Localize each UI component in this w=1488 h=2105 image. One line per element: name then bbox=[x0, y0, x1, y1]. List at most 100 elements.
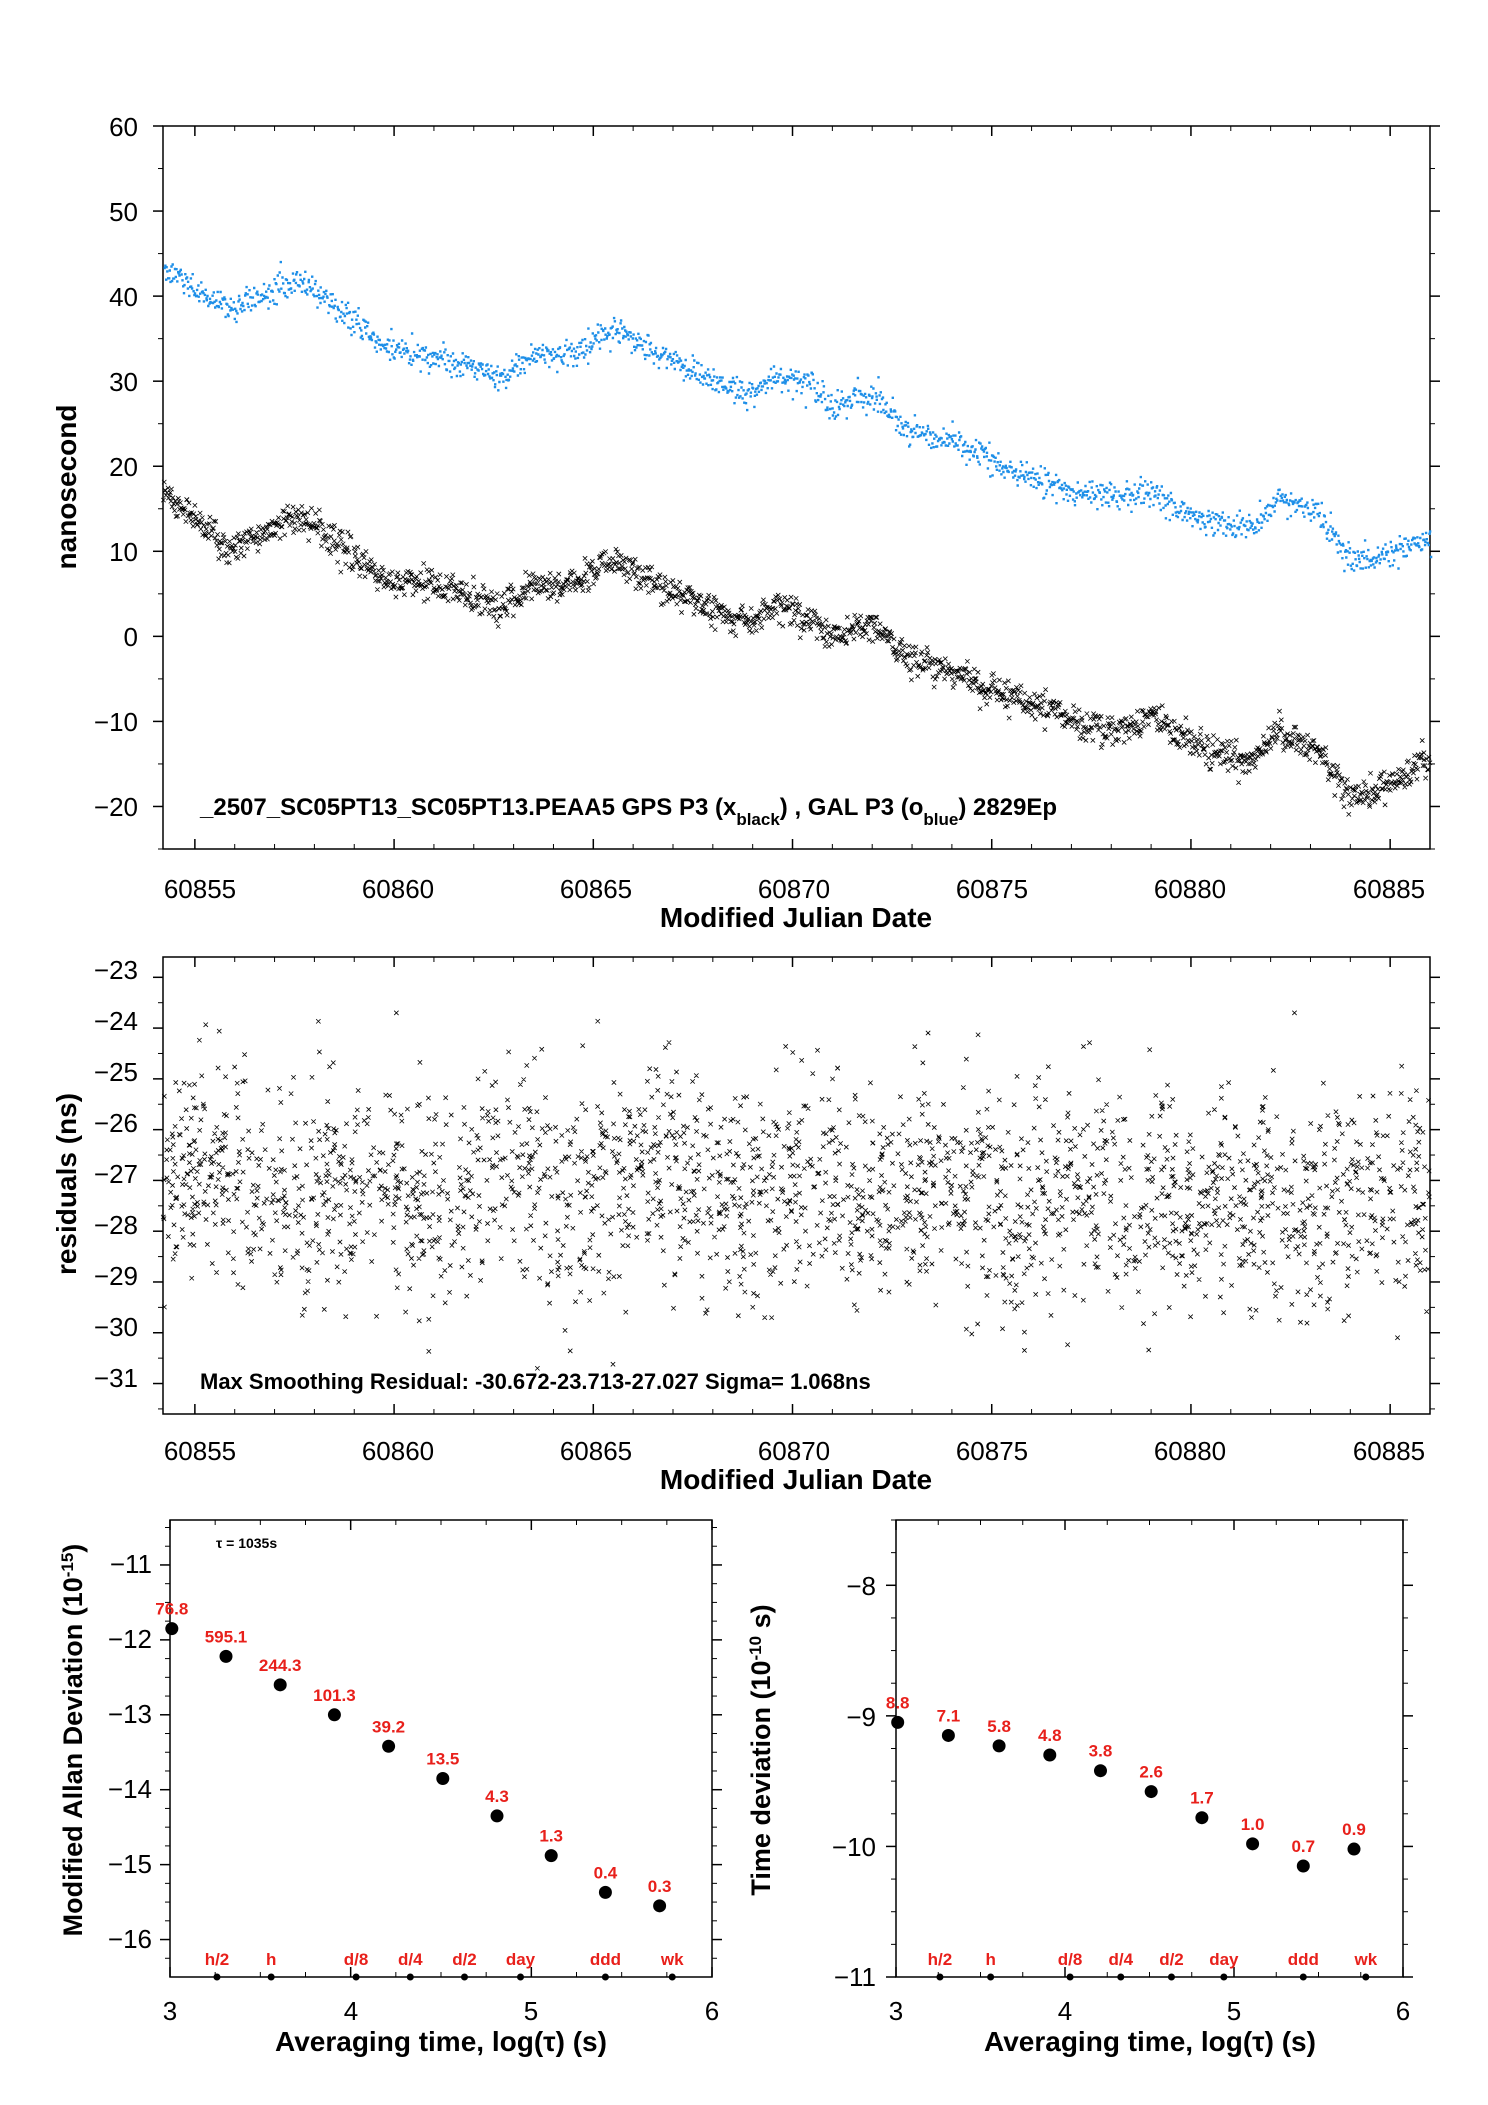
tdev-panel: 8.8 7.1 5.8 4.8 3.8 2.6 1.7 1.0 0.7 0.9 h/2 h d/8 d/4… bbox=[746, 1519, 1413, 2057]
residuals-y-axis-title: residuals (ns) bbox=[51, 1093, 82, 1275]
gal-blue-series bbox=[163, 260, 1433, 573]
tdev-y-axis-title: Time deviation (10-10 s) bbox=[746, 1604, 777, 1895]
y-tick-label: −15 bbox=[108, 1849, 152, 1879]
tdev-x-axis-title: Averaging time, log(τ) (s) bbox=[984, 2026, 1316, 2057]
x-tick-label: 60885 bbox=[1353, 1436, 1425, 1466]
x-tick-label: 4 bbox=[344, 1996, 358, 2026]
y-tick-label: −9 bbox=[846, 1702, 876, 1732]
gps-black-series bbox=[160, 479, 1433, 817]
interval-label: wk bbox=[660, 1950, 684, 1969]
mdev-y-axis-title: Modified Allan Deviation (10-15) bbox=[58, 1544, 89, 1937]
deviation-point bbox=[1246, 1837, 1260, 1851]
interval-label: d/4 bbox=[1108, 1950, 1133, 1969]
point-value-label: 1.3 bbox=[539, 1827, 563, 1846]
timeseries-x-axis-title: Modified Julian Date bbox=[660, 902, 932, 933]
interval-marker bbox=[936, 1973, 944, 1981]
point-value-label: 244.3 bbox=[259, 1656, 302, 1675]
y-tick-label: −30 bbox=[94, 1312, 138, 1342]
interval-marker bbox=[352, 1973, 360, 1981]
x-tick-label: 60875 bbox=[956, 1436, 1028, 1466]
interval-label: d/8 bbox=[344, 1950, 369, 1969]
interval-label: h/2 bbox=[928, 1950, 953, 1969]
interval-label: d/8 bbox=[1058, 1950, 1083, 1969]
point-value-label: 5.8 bbox=[987, 1717, 1011, 1736]
interval-label: h bbox=[985, 1950, 995, 1969]
point-value-label: 4.3 bbox=[485, 1787, 509, 1806]
timeseries-data bbox=[160, 260, 1433, 817]
deviation-point bbox=[544, 1849, 558, 1863]
x-tick-label: 60870 bbox=[758, 874, 830, 904]
timeseries-ticks bbox=[153, 125, 1440, 850]
point-value-label: 7.1 bbox=[937, 1706, 961, 1725]
timeseries-annotation: _2507_SC05PT13_SC05PT13.PEAA5 GPS P3 (xb… bbox=[199, 794, 1057, 829]
mdev-panel: 76.8 595.1 244.3 101.3 39.2 13.5 4.3 1.3 0.4 0.3 h… bbox=[58, 1519, 722, 2057]
mdev-ticks bbox=[160, 1520, 722, 1977]
point-value-label: 76.8 bbox=[155, 1600, 188, 1619]
interval-label: day bbox=[1209, 1950, 1239, 1969]
interval-label: wk bbox=[1353, 1950, 1377, 1969]
y-tick-label: −31 bbox=[94, 1363, 138, 1393]
interval-marker bbox=[516, 1973, 524, 1981]
x-tick-label: 3 bbox=[163, 1996, 177, 2026]
interval-label: d/2 bbox=[1159, 1950, 1184, 1969]
x-tick-label: 5 bbox=[1227, 1996, 1241, 2026]
deviation-point bbox=[273, 1678, 287, 1692]
interval-label: ddd bbox=[590, 1950, 621, 1969]
x-tick-label: 60860 bbox=[362, 1436, 434, 1466]
residuals-y-tick-labels: −31 −30 −29 −28 −27 −26 −25 −24 −23 bbox=[94, 955, 138, 1393]
y-tick-label: −10 bbox=[832, 1832, 876, 1862]
interval-label: day bbox=[506, 1950, 536, 1969]
x-tick-label: 60865 bbox=[560, 1436, 632, 1466]
deviation-point bbox=[1195, 1811, 1209, 1825]
y-tick-label: −12 bbox=[108, 1624, 152, 1654]
residuals-annotation: Max Smoothing Residual: -30.672-23.713-2… bbox=[200, 1369, 871, 1394]
x-tick-label: 60855 bbox=[164, 1436, 236, 1466]
deviation-point bbox=[490, 1809, 504, 1823]
x-tick-label: 5 bbox=[524, 1996, 538, 2026]
point-value-label: 101.3 bbox=[313, 1686, 356, 1705]
residuals-x-axis-title: Modified Julian Date bbox=[660, 1464, 932, 1495]
interval-label: d/4 bbox=[398, 1950, 423, 1969]
timeseries-plot-frame bbox=[162, 125, 1431, 850]
interval-label: h bbox=[266, 1950, 276, 1969]
deviation-point bbox=[436, 1771, 450, 1785]
point-value-label: 3.8 bbox=[1089, 1742, 1113, 1761]
interval-marker bbox=[1362, 1973, 1370, 1981]
point-value-label: 0.3 bbox=[648, 1877, 672, 1896]
y-tick-label: −11 bbox=[110, 1549, 152, 1579]
point-value-label: 8.8 bbox=[886, 1693, 910, 1712]
y-tick-label: 50 bbox=[109, 197, 138, 227]
timeseries-panel: 60855 60860 60865 60870 60875 60880 6088… bbox=[51, 112, 1440, 933]
interval-marker bbox=[601, 1973, 609, 1981]
deviation-point bbox=[382, 1739, 396, 1753]
tdev-plot-frame bbox=[895, 1519, 1404, 1978]
tdev-y-tick-labels: −11 −10 −9 −8 bbox=[832, 1571, 876, 1992]
tdev-x-tick-labels: 3 4 5 6 bbox=[889, 1996, 1410, 2026]
deviation-point bbox=[165, 1622, 179, 1636]
interval-marker bbox=[1167, 1973, 1175, 1981]
deviation-point bbox=[1347, 1842, 1361, 1856]
tdev-data: 8.8 7.1 5.8 4.8 3.8 2.6 1.7 1.0 0.7 0.9 h/2 h d/8 d/4… bbox=[886, 1693, 1378, 1981]
interval-marker bbox=[987, 1973, 995, 1981]
mdev-x-tick-labels: 3 4 5 6 bbox=[163, 1996, 719, 2026]
x-tick-label: 60875 bbox=[956, 874, 1028, 904]
y-tick-label: −8 bbox=[846, 1571, 876, 1601]
deviation-point bbox=[1296, 1859, 1310, 1873]
y-tick-label: −27 bbox=[94, 1159, 138, 1189]
y-tick-label: 40 bbox=[109, 282, 138, 312]
point-value-label: 0.9 bbox=[1342, 1820, 1366, 1839]
x-tick-label: 60870 bbox=[758, 1436, 830, 1466]
deviation-point bbox=[1093, 1764, 1107, 1778]
deviation-point bbox=[941, 1728, 955, 1742]
y-tick-label: 0 bbox=[124, 622, 138, 652]
point-value-label: 0.4 bbox=[594, 1863, 618, 1882]
y-tick-label: −14 bbox=[108, 1774, 152, 1804]
timeseries-y-axis-title: nanosecond bbox=[51, 405, 82, 570]
y-tick-label: −10 bbox=[94, 707, 138, 737]
point-value-label: 4.8 bbox=[1038, 1726, 1062, 1745]
x-tick-label: 6 bbox=[705, 1996, 719, 2026]
x-tick-label: 6 bbox=[1396, 1996, 1410, 2026]
y-tick-label: 10 bbox=[109, 537, 138, 567]
interval-marker bbox=[406, 1973, 414, 1981]
interval-marker bbox=[213, 1973, 221, 1981]
